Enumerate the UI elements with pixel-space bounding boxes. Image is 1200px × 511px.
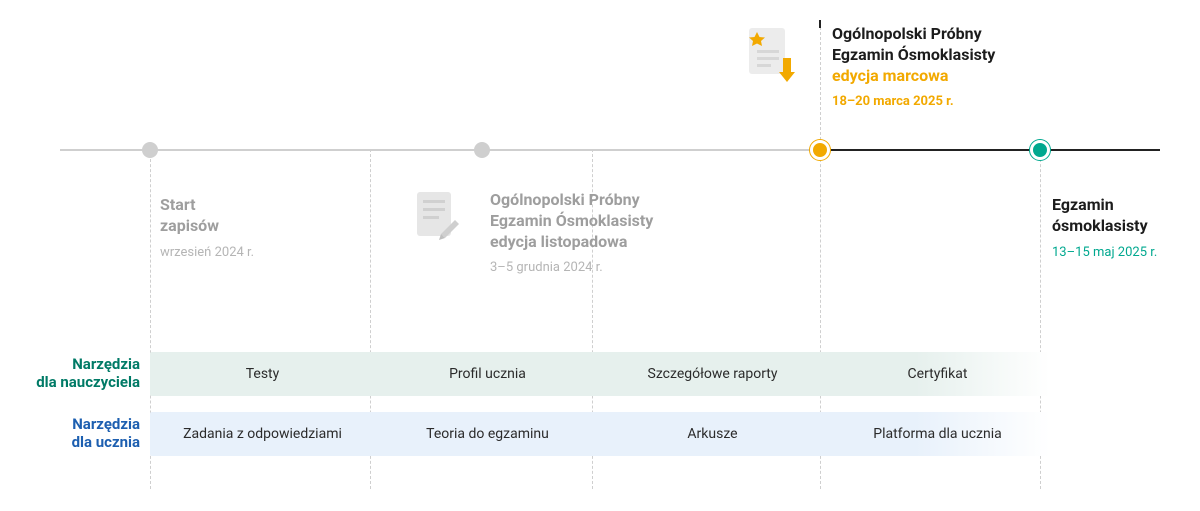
timeline-dot-final (1030, 140, 1050, 160)
event-title-line: Ogólnopolski Próbny (832, 24, 982, 43)
axis-inactive (60, 149, 830, 151)
tool-item: Teoria do egzaminu (375, 426, 600, 442)
tools-student-label: Narzędzia dla ucznia (0, 415, 140, 451)
event-date: wrzesień 2024 r. (160, 245, 254, 260)
tools-teacher-items: Testy Profil ucznia Szczegółowe raporty … (150, 352, 1050, 396)
event-nov: Ogólnopolski Próbny Egzamin Ósmoklasisty… (490, 190, 750, 275)
tool-item: Platforma dla ucznia (825, 426, 1050, 442)
event-mar: Ogólnopolski Próbny Egzamin Ósmoklasisty… (832, 24, 1092, 109)
event-title-line: Egzamin Ósmoklasisty (832, 45, 995, 64)
event-date: 3–5 grudnia 2024 r. (490, 260, 750, 275)
tool-item: Certyfikat (825, 366, 1050, 382)
tool-item: Testy (150, 366, 375, 382)
event-title-line: Egzamin Ósmoklasisty (490, 211, 653, 230)
tool-item: Arkusze (600, 426, 825, 442)
timeline-dot-start (142, 142, 158, 158)
event-title-line: Egzamin (1052, 195, 1114, 214)
timeline-dot-mar (810, 140, 830, 160)
event-title-line: ósmoklasisty (1052, 216, 1148, 235)
tick-top (819, 20, 821, 28)
event-date: 18–20 marca 2025 r. (832, 94, 1092, 109)
label-line: dla nauczyciela (36, 373, 140, 391)
label-line: Narzędzia (72, 415, 140, 433)
event-title-line: Start (160, 195, 196, 214)
tool-item: Szczegółowe raporty (600, 366, 825, 382)
tool-item: Profil ucznia (375, 366, 600, 382)
event-start: Start zapisów wrzesień 2024 r. (160, 195, 254, 260)
timeline-dot-nov (474, 142, 490, 158)
doc-pencil-icon (413, 190, 461, 246)
tool-item: Zadania z odpowiedziami (150, 426, 375, 442)
event-title-line: Ogólnopolski Próbny (490, 190, 640, 209)
event-final: Egzamin ósmoklasisty 13–15 maj 2025 r. (1052, 195, 1200, 260)
label-line: Narzędzia (72, 355, 140, 373)
label-line: dla ucznia (72, 433, 140, 451)
tools-teacher-label: Narzędzia dla nauczyciela (0, 355, 140, 391)
event-title-highlight: edycja marcowa (832, 66, 948, 85)
connector-up (820, 22, 821, 150)
doc-download-icon (743, 24, 799, 88)
event-title-line: zapisów (160, 216, 219, 235)
timeline-canvas: Start zapisów wrzesień 2024 r. Ogólnopol… (0, 0, 1200, 511)
event-date: 13–15 maj 2025 r. (1052, 245, 1200, 260)
axis-active (820, 149, 1160, 151)
tools-student-items: Zadania z odpowiedziami Teoria do egzami… (150, 412, 1050, 456)
event-title-line: edycja listopadowa (490, 232, 627, 251)
